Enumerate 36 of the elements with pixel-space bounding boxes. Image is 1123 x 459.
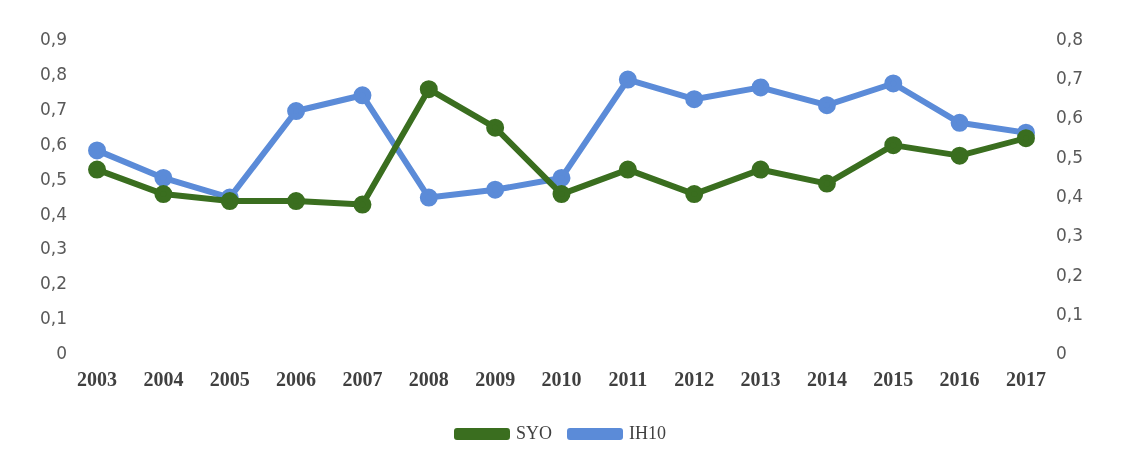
y2-tick-label: 0,6: [1055, 107, 1084, 128]
y-tick-label: 0,2: [39, 273, 68, 294]
y-tick-label: 0,3: [39, 238, 68, 259]
y2-tick-label: 0,7: [1055, 67, 1084, 88]
y-tick-label: 0,1: [39, 308, 68, 329]
x-tick-label: 2014: [806, 368, 847, 391]
y-tick-label: 0,6: [39, 133, 68, 154]
x-tick-label: 2007: [342, 368, 383, 391]
y-tick-label: 0,4: [39, 203, 68, 224]
y2-tick-label: 0,2: [1055, 264, 1084, 285]
x-tick-label: 2003: [77, 368, 118, 391]
y-tick-label: 0,7: [39, 98, 68, 119]
x-tick-label: 2004: [143, 368, 184, 391]
x-tick-label: 2008: [408, 368, 449, 391]
x-tick-label: 2010: [541, 368, 582, 391]
y2-tick-label: 0,1: [1055, 304, 1084, 325]
y2-tick-label: 0,3: [1055, 225, 1084, 246]
x-tick-label: 2013: [740, 368, 781, 391]
y-tick-label: 0: [56, 343, 68, 364]
x-tick-label: 2015: [873, 368, 914, 391]
x-tick-label: 2016: [939, 368, 980, 391]
x-tick-label: 2011: [608, 368, 648, 391]
y2-tick-label: 0,5: [1055, 146, 1084, 167]
y-tick-label: 0,5: [39, 168, 68, 189]
x-tick-label: 2017: [1005, 368, 1046, 391]
x-tick-label: 2009: [475, 368, 516, 391]
y-tick-label: 0,9: [39, 28, 68, 49]
y2-tick-label: 0: [1055, 343, 1067, 364]
y2-tick-label: 0,8: [1055, 28, 1084, 49]
legend-label: SYO: [516, 422, 553, 443]
x-tick-label: 2005: [209, 368, 250, 391]
x-tick-label: 2012: [674, 368, 715, 391]
legend-label: IH10: [629, 422, 667, 443]
y-tick-label: 0,8: [39, 63, 68, 84]
x-tick-label: 2006: [276, 368, 317, 391]
y2-tick-label: 0,4: [1055, 186, 1084, 207]
